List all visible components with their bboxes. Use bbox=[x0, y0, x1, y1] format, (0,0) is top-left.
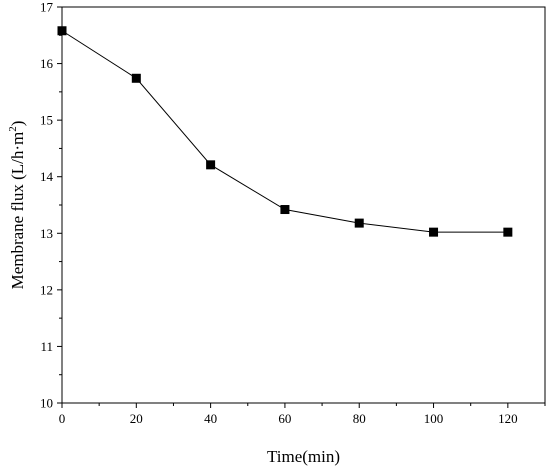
y-tick-label: 10 bbox=[40, 396, 53, 411]
y-tick-label: 12 bbox=[40, 282, 53, 297]
y-tick-label: 16 bbox=[40, 56, 54, 71]
plot-frame bbox=[61, 6, 546, 404]
y-axis-ticks: 10 11 12 13 14 15 16 17 bbox=[40, 0, 62, 411]
x-axis-title: Time(min) bbox=[267, 447, 340, 466]
y-tick-label: 17 bbox=[40, 0, 54, 15]
data-point bbox=[503, 227, 513, 237]
series-line bbox=[61, 30, 508, 233]
x-tick-label: 120 bbox=[498, 411, 518, 426]
x-axis-ticks: 0 20 40 60 80 100 120 bbox=[59, 403, 546, 426]
x-tick-label: 40 bbox=[204, 411, 217, 426]
x-tick-label: 0 bbox=[59, 411, 66, 426]
x-tick-label: 100 bbox=[424, 411, 444, 426]
y-tick-label: 11 bbox=[40, 339, 53, 354]
x-tick-label: 60 bbox=[278, 411, 291, 426]
data-point bbox=[57, 26, 67, 36]
plot-border bbox=[61, 6, 546, 404]
data-point bbox=[429, 227, 439, 237]
y-axis-title: Membrane flux (L/h·m2) bbox=[7, 121, 27, 290]
y-tick-label: 14 bbox=[40, 169, 54, 184]
x-tick-label: 80 bbox=[353, 411, 366, 426]
series-layer bbox=[57, 26, 513, 237]
data-point bbox=[131, 73, 141, 83]
y-tick-label: 13 bbox=[40, 226, 53, 241]
y-axis-title-superscript: 2 bbox=[7, 126, 19, 132]
data-point bbox=[280, 205, 290, 215]
y-axis-title-main: Membrane flux (L/h·m bbox=[8, 132, 27, 290]
y-tick-label: 15 bbox=[40, 113, 53, 128]
y-axis-title-close: ) bbox=[8, 121, 27, 127]
data-point bbox=[206, 160, 216, 170]
data-point bbox=[354, 218, 364, 228]
x-tick-label: 20 bbox=[130, 411, 143, 426]
